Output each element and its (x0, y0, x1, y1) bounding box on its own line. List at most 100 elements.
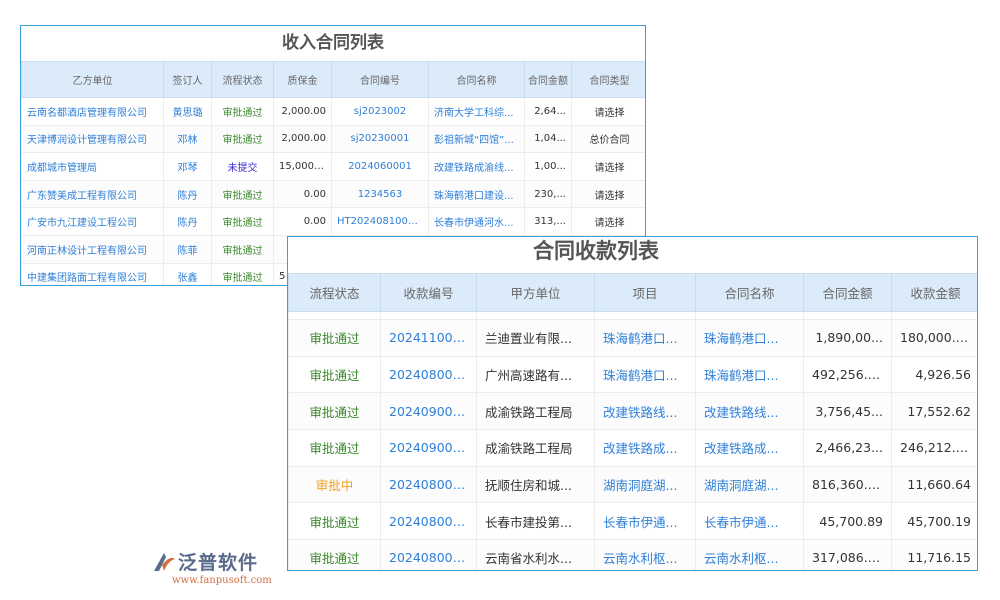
project-cell[interactable]: 珠海鹤港口... (594, 319, 696, 357)
party-b-cell[interactable]: 云南名都酒店管理有限公司 (21, 97, 164, 126)
logo-url: www.fanpusoft.com (172, 575, 272, 586)
signer-cell: 张鑫 (163, 262, 212, 285)
table-row[interactable]: 广安市九江建设工程公司 陈丹 审批通过 0.00 HT2024081000... 长春市伊… (21, 207, 645, 236)
status-cell: 审批通过 (288, 355, 381, 394)
contract-no-cell[interactable]: sj20230001 (331, 124, 429, 154)
contract-amount-cell: 1,890,00... (803, 319, 892, 357)
party-b-cell[interactable]: 中建集团路面工程有限公司 (21, 262, 164, 285)
contract-no-cell[interactable]: 1234563 (331, 179, 429, 209)
contract-amount-cell: 2,64... (524, 97, 572, 126)
deposit-cell: 0.00 (273, 207, 332, 236)
party-b-cell[interactable]: 天津博润设计管理有限公司 (21, 124, 164, 154)
status-cell: 审批中 (288, 465, 381, 504)
table-row[interactable]: 审批通过 2024090006 成渝铁路工程局 改建铁路成... 改建铁路成... 2,4… (288, 429, 977, 467)
party-a-cell: 云南省水利水... (476, 539, 595, 570)
contract-no-cell[interactable]: sj2023002 (331, 97, 429, 126)
signer-cell: 陈菲 (163, 234, 212, 264)
receipt-no-cell[interactable]: 2024110001 (380, 319, 477, 357)
contract-name-cell[interactable]: 珠海鹤港口... (695, 319, 804, 357)
contract-receipt-table: 流程状态 收款编号 甲方单位 项目 合同名称 合同金额 收款金额 审批通过 202411000… (288, 273, 977, 570)
signer-cell: 陈丹 (163, 179, 212, 209)
project-cell[interactable]: 湖南洞庭湖... (594, 465, 696, 504)
column-header[interactable]: 收款编号 (380, 273, 477, 312)
column-header[interactable]: 合同金额 (803, 273, 892, 312)
status-cell: 未提交 (211, 152, 274, 181)
column-header[interactable]: 质保金 (273, 61, 332, 98)
table-row[interactable]: 审批通过 2024080006 云南省水利水... 云南水利枢... 云南水利枢... 3… (288, 539, 977, 570)
contract-name-cell[interactable]: 云南水利枢... (695, 539, 804, 570)
project-cell[interactable]: 珠海鹤港口... (594, 355, 696, 394)
contract-type-cell[interactable]: 总价合同 (571, 124, 645, 154)
receipt-amount-cell: 11,660.64 (891, 465, 977, 504)
contract-name-cell[interactable]: 长春市伊通... (695, 502, 804, 541)
contract-name-cell[interactable]: 济南大学工科综... (428, 97, 525, 126)
contract-type-cell[interactable]: 请选择 (571, 179, 645, 209)
party-a-cell: 成渝铁路工程局 (476, 429, 595, 467)
status-cell: 审批通过 (211, 207, 274, 236)
fanpu-logo: 泛普软件 www.fanpusoft.com (150, 548, 280, 594)
contract-name-cell[interactable]: 改建铁路成... (695, 429, 804, 467)
logo-name: 泛普软件 (178, 552, 259, 574)
table-row[interactable]: 天津博润设计管理有限公司 邓林 审批通过 2,000.00 sj20230001 彭祖新城… (21, 124, 645, 154)
column-header[interactable]: 合同类型 (571, 61, 645, 98)
contract-name-cell[interactable]: 珠海鹤港口... (695, 355, 804, 394)
table-row[interactable]: 审批通过 2024080007 长春市建投第... 长春市伊通... 长春市伊通... 4… (288, 502, 977, 541)
status-cell: 审批通过 (211, 97, 274, 126)
table-row[interactable]: 审批中 2024080008 抚顺住房和城... 湖南洞庭湖... 湖南洞庭湖... 81… (288, 465, 977, 504)
contract-name-cell[interactable]: 湖南洞庭湖... (695, 465, 804, 504)
receipt-no-cell[interactable]: 2024080007 (380, 502, 477, 541)
signer-cell: 邓琴 (163, 152, 212, 181)
column-header[interactable]: 流程状态 (211, 61, 274, 98)
receipt-no-cell[interactable]: 2024080008 (380, 465, 477, 504)
contract-amount-cell: 816,360.64 (803, 465, 892, 504)
party-b-cell[interactable]: 成都城市管理局 (21, 152, 164, 181)
contract-name-cell[interactable]: 彭祖新城“四馆”... (428, 124, 525, 154)
column-header[interactable]: 收款金额 (891, 273, 977, 312)
column-header[interactable]: 合同名称 (695, 273, 804, 312)
table-row[interactable]: 成都城市管理局 邓琴 未提交 15,000.00 2024060001 改建铁路成渝线..… (21, 152, 645, 181)
contract-no-cell[interactable]: HT2024081000... (331, 207, 429, 236)
contract-name-cell[interactable]: 改建铁路成渝线... (428, 152, 525, 181)
status-cell: 审批通过 (288, 539, 381, 570)
table-row[interactable]: 审批通过 2024110001 兰迪置业有限... 珠海鹤港口... 珠海鹤港口... 1… (288, 319, 977, 357)
receipt-amount-cell: 246,212.00 (891, 429, 977, 467)
party-b-cell[interactable]: 河南正林设计工程有限公司 (21, 234, 164, 264)
column-header[interactable]: 合同编号 (331, 61, 429, 98)
column-header[interactable]: 乙方单位 (21, 61, 164, 98)
deposit-cell: 15,000.00 (273, 152, 332, 181)
table-row[interactable]: 广东赞美成工程有限公司 陈丹 审批通过 0.00 1234563 珠海鹤港口建设... 23… (21, 179, 645, 209)
status-cell: 审批通过 (288, 319, 381, 357)
status-cell: 审批通过 (211, 234, 274, 264)
receipt-amount-cell: 45,700.19 (891, 502, 977, 541)
contract-name-cell[interactable]: 改建铁路线... (695, 392, 804, 431)
contract-name-cell[interactable]: 长春市伊通河水... (428, 207, 525, 236)
column-header[interactable]: 签订人 (163, 61, 212, 98)
project-cell[interactable]: 改建铁路成... (594, 429, 696, 467)
receipt-no-cell[interactable]: 2024090006 (380, 429, 477, 467)
project-cell[interactable]: 改建铁路线... (594, 392, 696, 431)
table-row[interactable]: 审批通过 2024080009 广州高速路有... 珠海鹤港口... 珠海鹤港口... 4… (288, 355, 977, 394)
contract-type-cell[interactable]: 请选择 (571, 152, 645, 181)
column-header[interactable]: 流程状态 (288, 273, 381, 312)
contract-name-cell[interactable]: 珠海鹤港口建设... (428, 179, 525, 209)
contract-amount-cell: 313,... (524, 207, 572, 236)
column-header[interactable]: 甲方单位 (476, 273, 595, 312)
party-a-cell: 广州高速路有... (476, 355, 595, 394)
contract-amount-cell: 45,700.89 (803, 502, 892, 541)
column-header[interactable]: 项目 (594, 273, 696, 312)
party-b-cell[interactable]: 广安市九江建设工程公司 (21, 207, 164, 236)
table-row[interactable]: 云南名都酒店管理有限公司 黄思璐 审批通过 2,000.00 sj2023002 济南大学… (21, 97, 645, 126)
party-b-cell[interactable]: 广东赞美成工程有限公司 (21, 179, 164, 209)
contract-type-cell[interactable]: 请选择 (571, 207, 645, 236)
status-cell: 审批通过 (211, 124, 274, 154)
receipt-no-cell[interactable]: 2024080009 (380, 355, 477, 394)
column-header[interactable]: 合同金额 (524, 61, 572, 98)
table-row[interactable]: 审批通过 2024090007 成渝铁路工程局 改建铁路线... 改建铁路线... 3,7… (288, 392, 977, 431)
column-header[interactable]: 合同名称 (428, 61, 525, 98)
receipt-no-cell[interactable]: 2024080006 (380, 539, 477, 570)
contract-type-cell[interactable]: 请选择 (571, 97, 645, 126)
contract-no-cell[interactable]: 2024060001 (331, 152, 429, 181)
receipt-no-cell[interactable]: 2024090007 (380, 392, 477, 431)
project-cell[interactable]: 长春市伊通... (594, 502, 696, 541)
project-cell[interactable]: 云南水利枢... (594, 539, 696, 570)
